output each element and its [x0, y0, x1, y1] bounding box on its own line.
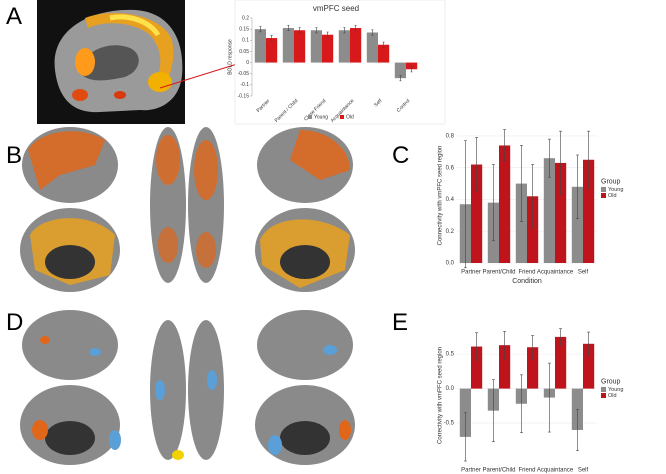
bar: [254, 29, 266, 63]
x-tick-label: Self: [373, 98, 384, 109]
bar: [471, 346, 483, 389]
bar: [543, 158, 555, 263]
bar: [266, 38, 278, 63]
brain-surfaces-d: [20, 310, 355, 465]
bar: [555, 336, 567, 389]
bar: [499, 145, 511, 263]
y-tick-label: 0.15: [239, 26, 249, 32]
y-axis-label: BOLD response: [227, 39, 233, 75]
panel-label: E: [392, 309, 408, 336]
legend-label: Old: [608, 393, 617, 399]
legend-swatch: [601, 387, 606, 392]
legend-swatch: [601, 193, 606, 198]
y-tick-label: 0: [246, 60, 249, 66]
legend-label: Old: [346, 114, 354, 120]
legend-swatch: [308, 115, 312, 119]
legend-label: Young: [314, 114, 328, 120]
y-tick-label: 0.8: [446, 134, 455, 140]
y-tick-label: 0.05: [239, 49, 249, 55]
bar: [282, 28, 294, 63]
legend-label: Old: [608, 193, 617, 199]
brain-surfaces-b: [20, 127, 355, 292]
y-tick-label: -0.1: [240, 82, 249, 88]
x-tick-label: Self: [578, 270, 589, 276]
legend-label: Young: [608, 387, 623, 393]
x-tick-label: Friend: [518, 270, 535, 276]
bar: [571, 186, 583, 263]
y-tick-label: 0.6: [446, 165, 455, 171]
y-tick-label: 0.1: [242, 38, 249, 44]
y-tick-label: 0.2: [242, 15, 249, 21]
legend-swatch: [340, 115, 344, 119]
y-tick-label: -0.5: [444, 421, 455, 427]
y-tick-label: 0.5: [446, 352, 455, 358]
y-tick-label: 0.2: [446, 229, 455, 235]
y-axis-label: Correctivity with vmPFC seed region: [438, 347, 444, 444]
bar: [366, 32, 378, 63]
bar: [294, 30, 306, 63]
bar: [527, 347, 539, 389]
chart-title: vmPFC seed: [313, 4, 359, 13]
bar: [378, 44, 390, 63]
x-tick-label: Friend: [518, 468, 535, 474]
y-tick-label: 0.4: [446, 197, 455, 203]
legend-swatch: [601, 187, 606, 192]
bar: [527, 196, 539, 263]
legend-swatch: [601, 393, 606, 398]
x-tick-label: Parent/Child: [482, 270, 515, 276]
panel-label: D: [6, 309, 23, 336]
y-axis-label: Connectivity with vmPFC seed region: [438, 146, 444, 246]
bar: [583, 159, 595, 263]
bar: [583, 343, 595, 389]
x-axis-label: Condition: [512, 278, 542, 285]
bar: [350, 28, 362, 63]
bar: [322, 34, 334, 63]
brain-slice: [37, 0, 251, 124]
bar: [471, 164, 483, 263]
legend-title: Group: [601, 178, 621, 185]
x-tick-label: Partner: [461, 468, 481, 474]
x-tick-label: Acquaintance: [537, 468, 574, 474]
y-tick-label: -0.05: [238, 71, 250, 77]
x-tick-label: Parent/Child: [482, 468, 515, 474]
bar: [555, 162, 567, 263]
bar: [515, 183, 527, 263]
bar: [394, 62, 406, 79]
y-tick-label: -0.15: [238, 93, 250, 99]
bar: [310, 30, 322, 63]
panel-label: B: [6, 142, 22, 169]
x-tick-label: Acquaintance: [537, 270, 574, 276]
bar: [499, 345, 511, 389]
panel-label: A: [6, 3, 22, 30]
legend-title: Group: [601, 378, 621, 385]
x-tick-label: Self: [578, 468, 589, 474]
panel-label: C: [392, 142, 409, 169]
bar: [338, 30, 350, 63]
y-tick-label: 0.0: [446, 386, 455, 392]
legend-label: Young: [608, 187, 623, 193]
x-tick-label: Partner: [461, 270, 481, 276]
bar: [406, 62, 418, 70]
y-tick-label: 0.0: [446, 261, 455, 267]
